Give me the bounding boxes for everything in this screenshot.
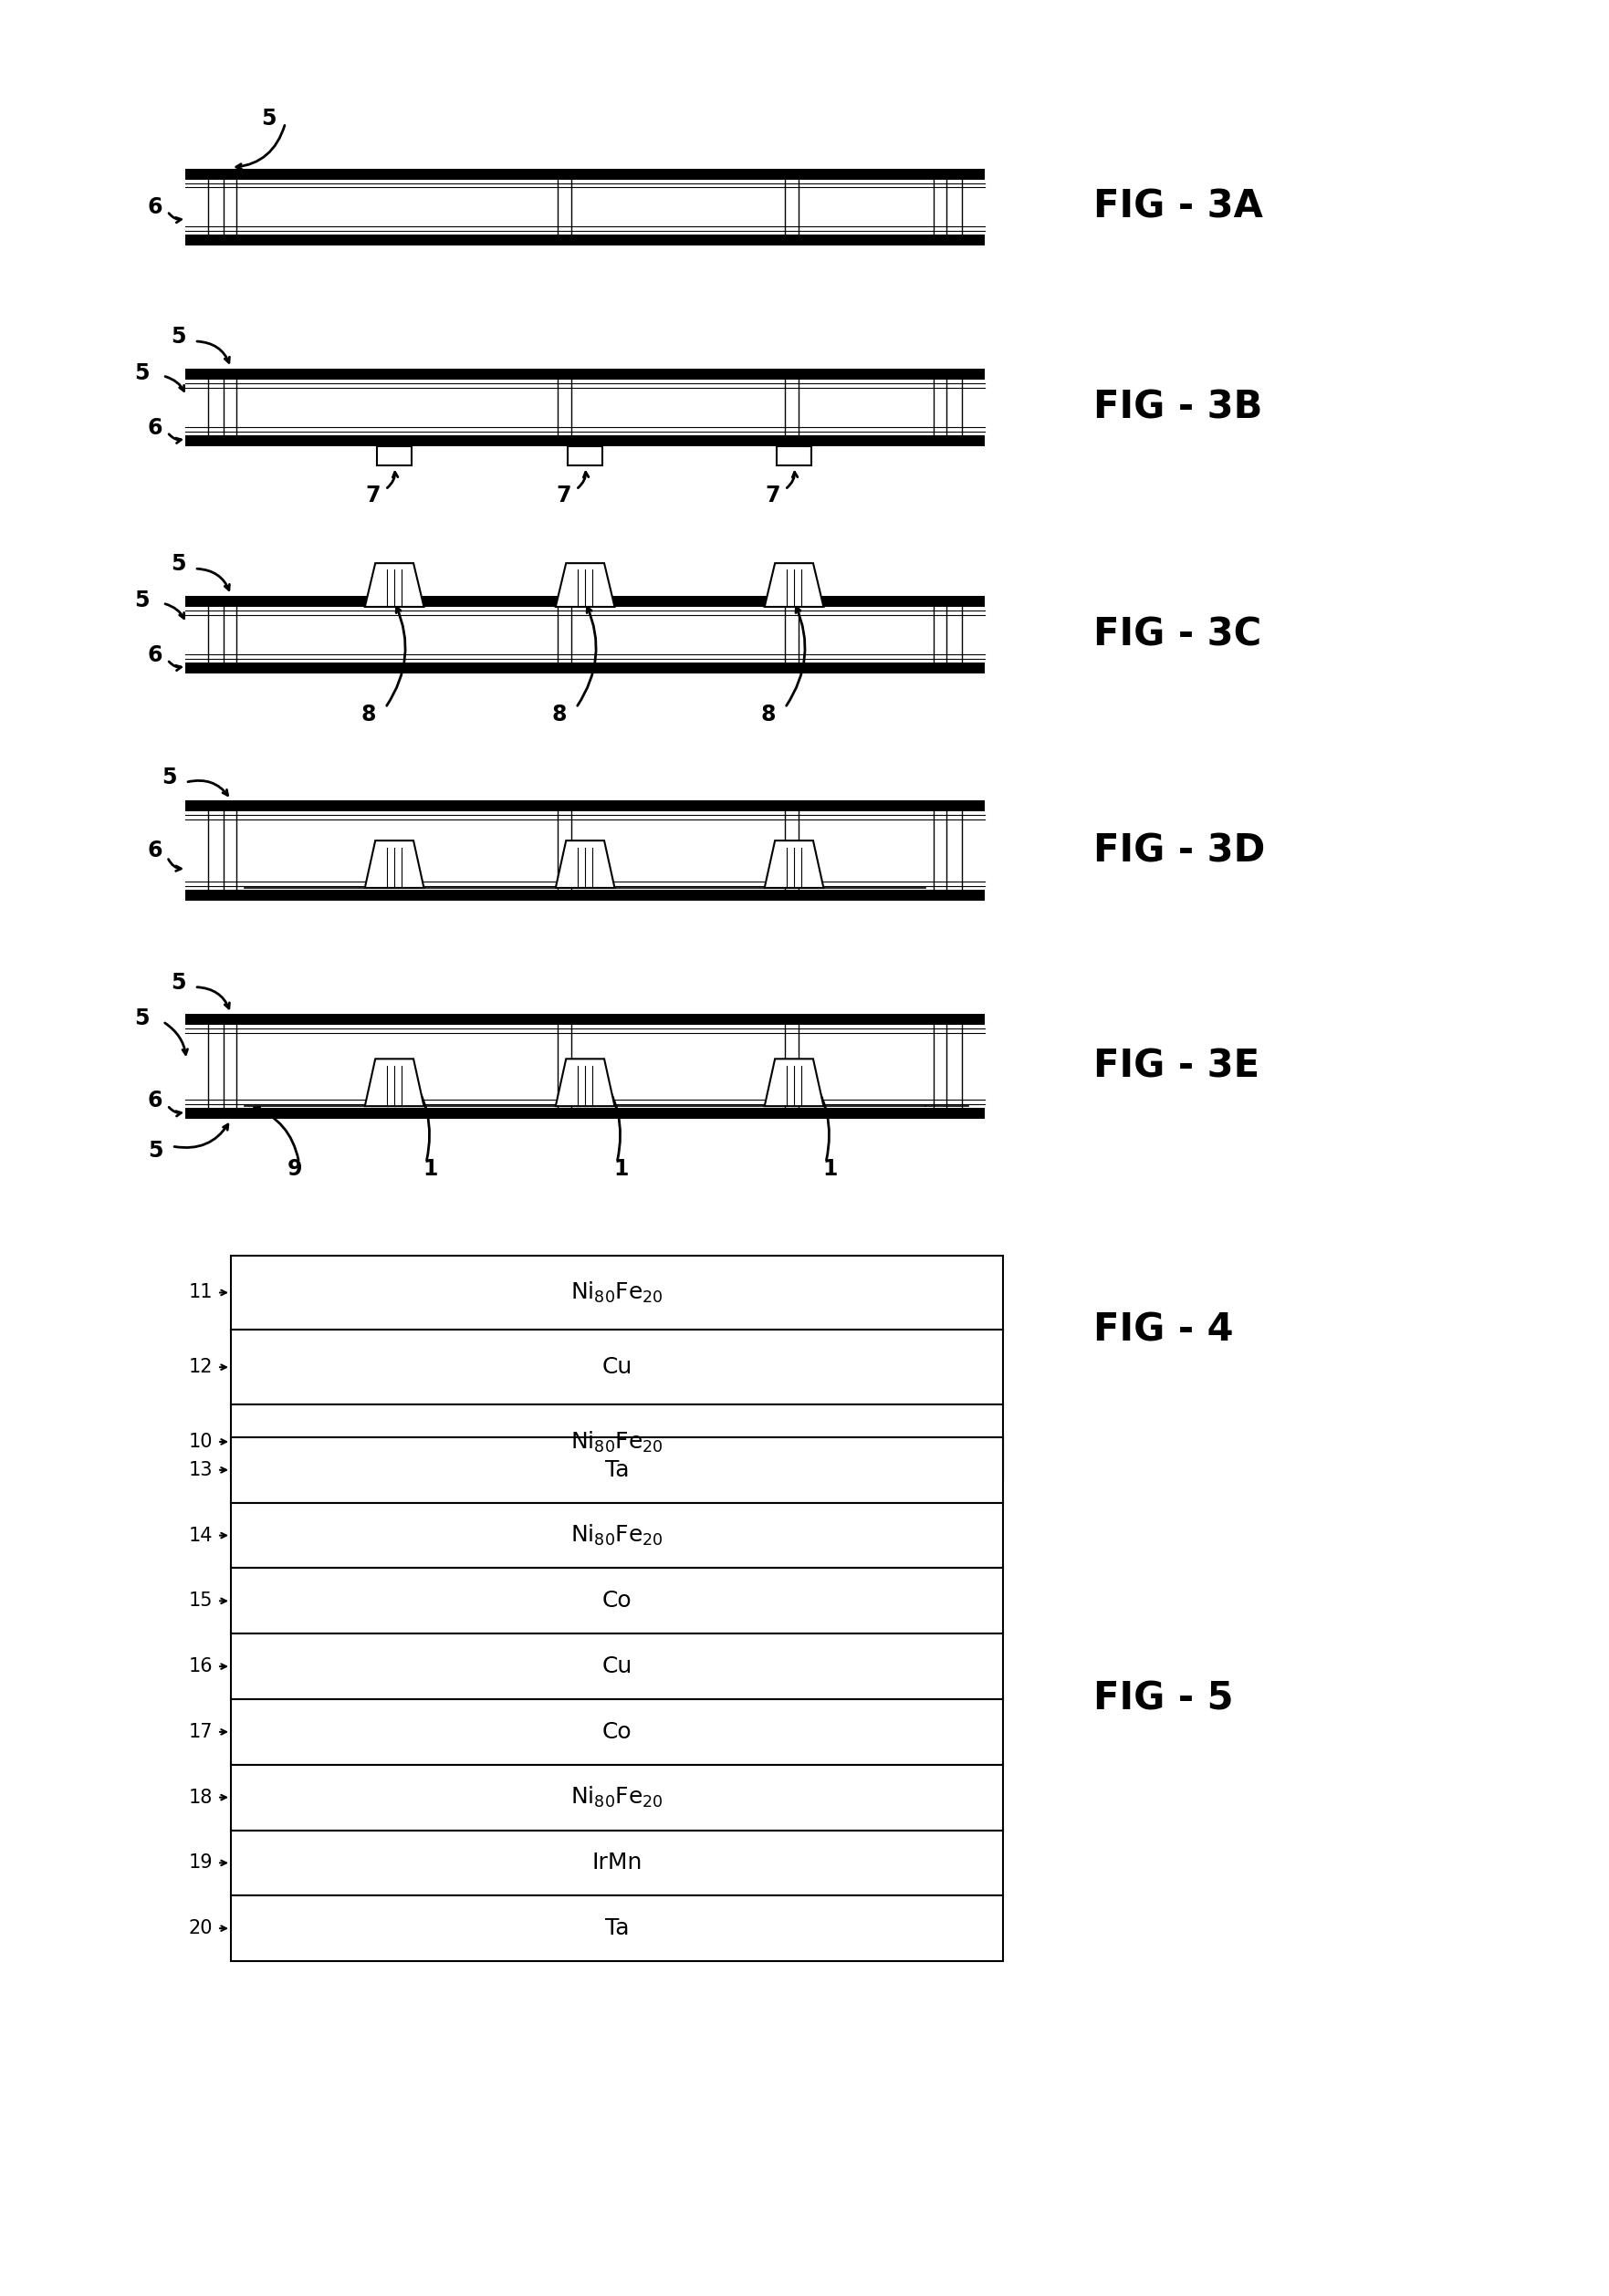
Text: 1: 1 — [423, 1157, 438, 1180]
Text: 19: 19 — [188, 1853, 212, 1871]
Text: 6: 6 — [148, 416, 163, 439]
Bar — [377, 445, 412, 466]
Polygon shape — [764, 563, 824, 606]
Text: 13: 13 — [188, 1460, 212, 1479]
Text: 6: 6 — [148, 197, 163, 218]
Bar — [185, 661, 985, 673]
Polygon shape — [555, 1058, 615, 1107]
Bar — [568, 445, 602, 466]
Text: 7: 7 — [365, 484, 381, 507]
Text: 5: 5 — [171, 971, 185, 994]
Bar — [185, 434, 985, 445]
Bar — [230, 1329, 1002, 1405]
Text: 6: 6 — [148, 645, 163, 666]
Polygon shape — [365, 840, 423, 889]
Text: Cu: Cu — [602, 1655, 632, 1678]
Text: 7: 7 — [766, 484, 780, 507]
Text: 6: 6 — [148, 840, 163, 861]
Text: Co: Co — [602, 1722, 632, 1743]
Polygon shape — [555, 563, 615, 606]
Text: Ta: Ta — [605, 1458, 629, 1481]
Text: FIG - 3B: FIG - 3B — [1094, 388, 1263, 427]
Text: FIG - 5: FIG - 5 — [1094, 1681, 1234, 1717]
Polygon shape — [764, 1058, 824, 1107]
Bar — [185, 597, 985, 673]
Text: 18: 18 — [188, 1789, 212, 1807]
Text: Ni$_{80}$Fe$_{20}$: Ni$_{80}$Fe$_{20}$ — [571, 1281, 663, 1304]
Text: Cu: Cu — [602, 1357, 632, 1378]
Text: 5: 5 — [261, 108, 277, 129]
Text: FIG - 3C: FIG - 3C — [1094, 615, 1261, 654]
Text: Ni$_{80}$Fe$_{20}$: Ni$_{80}$Fe$_{20}$ — [571, 1430, 663, 1453]
Bar — [185, 168, 985, 179]
Text: 5: 5 — [134, 590, 150, 611]
Text: 7: 7 — [557, 484, 571, 507]
Polygon shape — [764, 840, 824, 889]
Bar — [230, 1766, 1002, 1830]
Bar — [777, 445, 811, 466]
Bar — [230, 1896, 1002, 1961]
Bar — [185, 370, 985, 445]
Text: FIG - 3E: FIG - 3E — [1094, 1047, 1260, 1086]
Text: 14: 14 — [188, 1527, 212, 1545]
Bar — [185, 1015, 985, 1118]
Bar — [230, 1502, 1002, 1568]
Text: 1: 1 — [822, 1157, 838, 1180]
Text: 17: 17 — [188, 1722, 212, 1740]
Text: 16: 16 — [188, 1658, 212, 1676]
Text: 10: 10 — [188, 1433, 212, 1451]
Bar — [230, 1568, 1002, 1635]
Text: FIG - 3A: FIG - 3A — [1094, 188, 1263, 227]
Bar — [230, 1437, 1002, 1502]
Text: 8: 8 — [761, 703, 776, 726]
Text: FIG - 3D: FIG - 3D — [1094, 831, 1266, 870]
Polygon shape — [555, 840, 615, 889]
Bar — [185, 1109, 985, 1118]
Text: Ni$_{80}$Fe$_{20}$: Ni$_{80}$Fe$_{20}$ — [571, 1784, 663, 1809]
Bar — [185, 370, 985, 379]
Text: 8: 8 — [552, 703, 566, 726]
Bar — [230, 1830, 1002, 1896]
Bar — [185, 889, 985, 900]
Text: 9: 9 — [286, 1157, 302, 1180]
Text: 11: 11 — [188, 1283, 212, 1302]
Text: 5: 5 — [161, 767, 177, 790]
Bar — [230, 1405, 1002, 1479]
Polygon shape — [365, 563, 423, 606]
Text: 5: 5 — [171, 326, 185, 347]
Text: 15: 15 — [188, 1591, 212, 1609]
Text: 8: 8 — [360, 703, 377, 726]
Text: Ni$_{80}$Fe$_{20}$: Ni$_{80}$Fe$_{20}$ — [571, 1522, 663, 1548]
Bar — [185, 597, 985, 606]
Bar — [185, 168, 985, 246]
Polygon shape — [365, 1058, 423, 1107]
Bar — [185, 1015, 985, 1026]
Bar — [185, 234, 985, 246]
Text: FIG - 4: FIG - 4 — [1094, 1311, 1234, 1350]
Bar — [230, 1699, 1002, 1766]
Text: 5: 5 — [134, 363, 150, 383]
Text: Ta: Ta — [605, 1917, 629, 1940]
Text: 5: 5 — [171, 553, 185, 574]
Text: IrMn: IrMn — [592, 1853, 642, 1874]
Text: 6: 6 — [148, 1091, 163, 1111]
Text: 1: 1 — [615, 1157, 629, 1180]
Text: Co: Co — [602, 1591, 632, 1612]
Text: 20: 20 — [188, 1919, 212, 1938]
Bar — [230, 1256, 1002, 1329]
Bar — [185, 801, 985, 810]
Text: 12: 12 — [188, 1357, 212, 1375]
Text: 5: 5 — [134, 1008, 150, 1031]
Bar — [230, 1635, 1002, 1699]
Text: 5: 5 — [148, 1139, 163, 1162]
Bar — [185, 801, 985, 900]
